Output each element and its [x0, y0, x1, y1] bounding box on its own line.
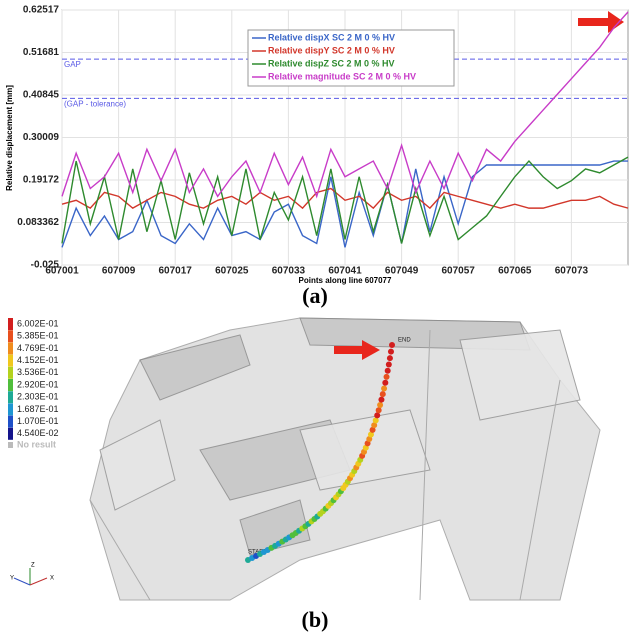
y-tick-label: 0.62517	[23, 5, 60, 16]
y-tick-label: -0.025	[31, 260, 60, 271]
render-view: 6.002E-01 5.385E-01 4.769E-01 4.152E-01 3.53…	[8, 310, 630, 601]
legend-label: Relative magnitude SC 2 M 0 % HV	[268, 71, 416, 81]
contour-label: 1.687E-01	[17, 404, 59, 414]
y-tick-label: 0.19172	[23, 175, 60, 186]
probe-point	[381, 385, 388, 392]
triad-label: Y	[10, 576, 14, 582]
contour-label: 4.152E-01	[17, 355, 59, 365]
probe-point	[386, 355, 393, 362]
contour-swatch	[8, 391, 13, 404]
y-axis-title: Relative displacement [mm]	[5, 85, 14, 191]
x-tick-label: 607009	[102, 266, 136, 277]
series-line	[61, 11, 629, 199]
contour-label: 3.536E-01	[17, 367, 59, 377]
contour-swatch	[8, 379, 13, 391]
x-tick-label: 607049	[385, 266, 419, 277]
contour-label: 5.385E-01	[17, 331, 59, 341]
contour-swatch	[8, 366, 13, 379]
contour-legend: 6.002E-01 5.385E-01 4.769E-01 4.152E-01 3.53…	[8, 318, 59, 449]
contour-label: 4.769E-01	[17, 343, 59, 353]
frame-brackets	[99, 329, 581, 511]
reference-label: GAP	[64, 60, 81, 69]
reference-label: (GAP - tolerance)	[64, 99, 126, 108]
contour-label: 2.920E-01	[17, 379, 59, 389]
probe-point	[384, 367, 391, 374]
x-tick-label: 607033	[272, 266, 306, 277]
probe-point	[367, 431, 374, 438]
y-tick-label: 0.40845	[23, 90, 60, 101]
caption-b: (b)	[302, 607, 329, 632]
plot: -0.025 0.083362 0.19172 0.30009 0.40845 0.516…	[17, 5, 629, 277]
x-tick-label: 607065	[498, 266, 532, 277]
contour-label: 6.002E-01	[17, 318, 59, 328]
x-tick-label: 607041	[328, 266, 362, 277]
x-tick-label: 607025	[215, 266, 249, 277]
triad-label: Z	[31, 563, 35, 569]
series-line	[61, 156, 629, 244]
contour-label: 1.070E-01	[17, 416, 59, 426]
probe-point	[382, 379, 389, 386]
arrow-a	[578, 11, 624, 33]
contour-swatch	[8, 342, 13, 355]
contour-swatch	[8, 354, 13, 367]
contour-swatch	[8, 427, 13, 440]
legend-label: Relative dispX SC 2 M 0 % HV	[268, 32, 395, 42]
probe-point	[383, 373, 390, 380]
probe-point	[378, 396, 385, 403]
probe-point	[366, 436, 373, 443]
end-label: END	[398, 338, 411, 344]
contour-swatch	[8, 415, 13, 428]
probe-point	[377, 402, 384, 409]
probe-point	[371, 422, 378, 429]
contour-swatch	[8, 403, 13, 416]
series-line	[61, 160, 628, 248]
x-tick-label: 607057	[442, 266, 476, 277]
legend-label: Relative dispZ SC 2 M 0 % HV	[268, 58, 395, 68]
probe-point	[375, 407, 382, 414]
y-tick-label: 0.30009	[23, 132, 60, 143]
triad-x	[29, 577, 48, 586]
triad-y	[13, 577, 31, 586]
y-tick-label: 0.083362	[17, 217, 59, 228]
probe-point	[374, 412, 381, 419]
contour-label: 4.540E-02	[17, 428, 59, 438]
contour-label: 2.303E-01	[17, 392, 59, 402]
x-axis-title: Points along line 607077	[299, 276, 392, 285]
contour-swatch	[8, 330, 13, 343]
probe-point	[369, 426, 376, 433]
legend-box	[247, 29, 455, 87]
x-tick-label: 607073	[555, 266, 589, 277]
probe-point	[389, 342, 395, 348]
contour-swatch	[8, 442, 13, 448]
frame-edges	[89, 329, 561, 601]
contour-swatch	[8, 318, 13, 330]
caption-a: (a)	[302, 283, 328, 308]
probe-point	[387, 348, 394, 355]
y-tick-label: 0.51681	[23, 47, 60, 58]
legend-label: Relative dispY SC 2 M 0 % HV	[268, 45, 395, 55]
probe-point	[379, 391, 386, 398]
x-tick-label: 607001	[45, 266, 79, 277]
probe-point	[385, 361, 392, 368]
probe-point	[372, 417, 379, 424]
contour-label: No result	[17, 439, 56, 449]
x-tick-label: 607017	[159, 266, 193, 277]
triad-label: X	[50, 576, 54, 582]
arrow-b	[334, 340, 380, 360]
